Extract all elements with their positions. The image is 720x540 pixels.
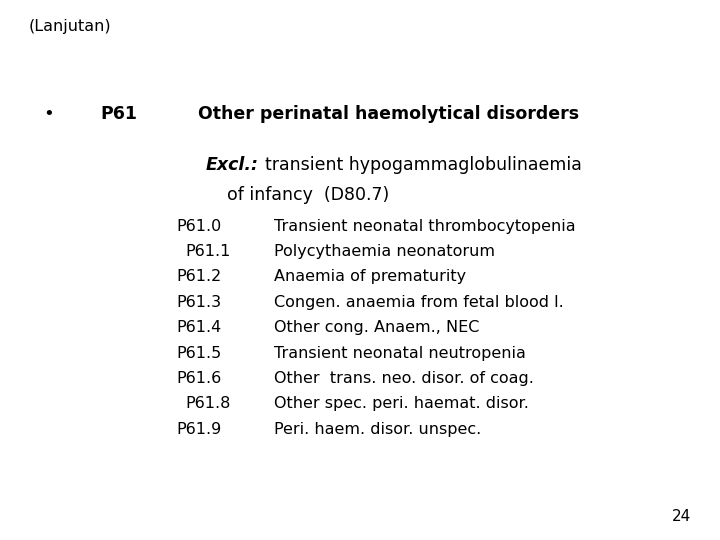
Text: P61.4: P61.4 bbox=[176, 320, 222, 335]
Text: P61: P61 bbox=[101, 105, 138, 123]
Text: Transient neonatal thrombocytopenia: Transient neonatal thrombocytopenia bbox=[274, 219, 575, 234]
Text: transient hypogammaglobulinaemia: transient hypogammaglobulinaemia bbox=[254, 156, 582, 173]
Text: P61.9: P61.9 bbox=[176, 422, 222, 437]
Text: •: • bbox=[43, 105, 54, 123]
Text: of infancy  (D80.7): of infancy (D80.7) bbox=[227, 186, 389, 204]
Text: Anaemia of prematurity: Anaemia of prematurity bbox=[274, 269, 466, 285]
Text: Transient neonatal neutropenia: Transient neonatal neutropenia bbox=[274, 346, 526, 361]
Text: P61.3: P61.3 bbox=[176, 295, 222, 310]
Text: Other cong. Anaem., NEC: Other cong. Anaem., NEC bbox=[274, 320, 479, 335]
Text: Other spec. peri. haemat. disor.: Other spec. peri. haemat. disor. bbox=[274, 396, 528, 411]
Text: P61.5: P61.5 bbox=[176, 346, 222, 361]
Text: P61.1: P61.1 bbox=[186, 244, 231, 259]
Text: Excl.:: Excl.: bbox=[205, 156, 258, 173]
Text: P61.6: P61.6 bbox=[176, 371, 222, 386]
Text: Peri. haem. disor. unspec.: Peri. haem. disor. unspec. bbox=[274, 422, 481, 437]
Text: P61.2: P61.2 bbox=[176, 269, 222, 285]
Text: 24: 24 bbox=[672, 509, 691, 524]
Text: P61.8: P61.8 bbox=[186, 396, 231, 411]
Text: Other perinatal haemolytical disorders: Other perinatal haemolytical disorders bbox=[198, 105, 579, 123]
Text: (Lanjutan): (Lanjutan) bbox=[29, 19, 112, 34]
Text: Other  trans. neo. disor. of coag.: Other trans. neo. disor. of coag. bbox=[274, 371, 534, 386]
Text: Polycythaemia neonatorum: Polycythaemia neonatorum bbox=[274, 244, 495, 259]
Text: P61.0: P61.0 bbox=[176, 219, 222, 234]
Text: Congen. anaemia from fetal blood l.: Congen. anaemia from fetal blood l. bbox=[274, 295, 563, 310]
